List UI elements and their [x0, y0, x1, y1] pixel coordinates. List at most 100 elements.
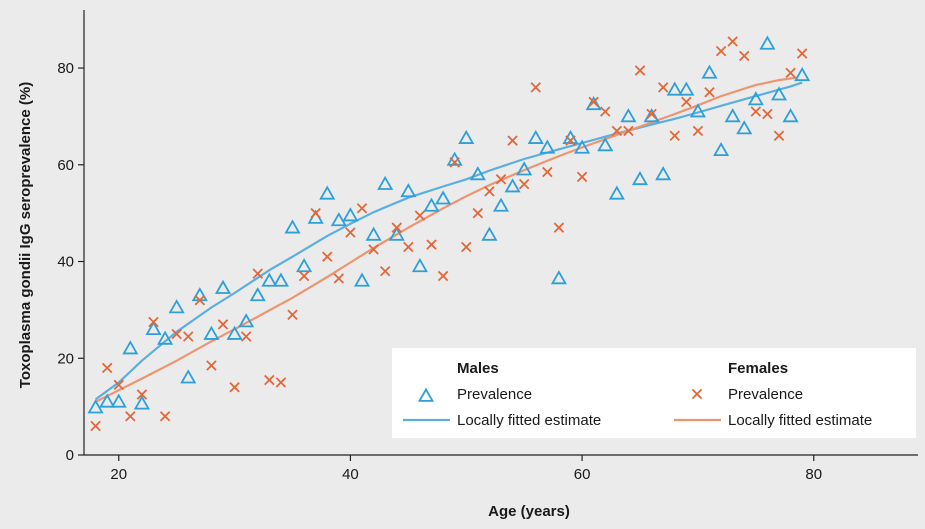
male-point [504, 178, 521, 193]
x-tick-label: 40 [342, 466, 359, 483]
female-point-stroke [785, 67, 796, 79]
female-point [727, 36, 738, 47]
female-point-stroke [194, 294, 206, 306]
male-point [214, 279, 232, 294]
male-point [782, 108, 799, 123]
female-point [773, 130, 785, 141]
female-point-stroke [310, 207, 321, 219]
female-point [588, 96, 599, 108]
female-point [715, 45, 727, 57]
male-point [539, 139, 556, 154]
female-point [287, 309, 298, 320]
female-point [704, 86, 715, 98]
female-point [391, 222, 402, 233]
female-point [90, 420, 101, 432]
female-point [461, 241, 472, 253]
female-point-stroke [796, 48, 808, 59]
male-point [794, 66, 811, 82]
female-point-stroke [101, 362, 113, 374]
female-point-stroke [704, 86, 715, 98]
male-point [631, 170, 649, 186]
male-point [678, 81, 695, 96]
legend-triangle-marker [417, 387, 435, 402]
male-point [330, 212, 347, 227]
female-point-stroke [426, 239, 437, 250]
male-point [365, 226, 382, 241]
female-point [101, 362, 113, 374]
female-point [495, 174, 507, 185]
legend-title-females: Females [728, 360, 788, 377]
female-point-stroke [518, 178, 530, 190]
female-point [148, 316, 159, 328]
female-point-stroke [113, 379, 124, 391]
female-point [426, 239, 437, 250]
female-point-stroke [727, 36, 738, 47]
male-point [655, 166, 672, 181]
legend-label-males-prevalence: Prevalence [457, 386, 532, 403]
female-point-stroke [333, 273, 345, 284]
female-point [762, 108, 773, 120]
female-point [322, 251, 333, 262]
female-point [530, 82, 541, 93]
female-point-stroke [171, 328, 182, 340]
female-point-stroke [565, 135, 576, 146]
female-point [623, 125, 634, 137]
male-point [481, 226, 498, 241]
y-tick-label: 80 [57, 60, 74, 77]
female-point-stroke [669, 130, 680, 141]
female-point [553, 222, 565, 233]
female-point [217, 319, 229, 330]
female-point [437, 270, 449, 282]
male-point [87, 399, 104, 414]
axes: 0 20 40 60 80 20 40 60 80 [57, 10, 918, 483]
female-point [113, 379, 124, 391]
male-point [689, 103, 706, 118]
female-point [310, 207, 321, 219]
male-point [492, 197, 510, 212]
female-point [576, 171, 588, 183]
female-point-stroke [414, 210, 426, 221]
female-point-stroke [553, 222, 565, 233]
female-point [785, 67, 796, 79]
male-point [759, 35, 776, 50]
male-point [226, 325, 243, 340]
male-point [411, 258, 428, 273]
female-point-stroke [542, 166, 553, 178]
male-point [168, 299, 185, 314]
male-point [249, 287, 266, 302]
female-point-stroke [472, 207, 484, 219]
female-point [472, 207, 484, 219]
female-point-stroke [356, 203, 368, 214]
female-point [136, 389, 148, 400]
male-point [99, 393, 116, 408]
female-point [194, 294, 206, 306]
male-point [284, 219, 301, 234]
female-point [739, 50, 750, 62]
female-point-stroke [322, 251, 333, 262]
x-tick-label: 20 [110, 466, 127, 483]
male-point [770, 86, 788, 101]
female-point-stroke [588, 96, 599, 108]
female-point [206, 360, 217, 371]
female-point-stroke [368, 244, 379, 255]
legend-cross [691, 388, 703, 400]
male-point [435, 190, 452, 205]
male-point [377, 175, 394, 190]
male-point [319, 185, 336, 200]
female-point-stroke [449, 157, 460, 168]
male-point [713, 141, 730, 157]
female-point-stroke [217, 319, 229, 330]
female-point-stroke [159, 411, 171, 422]
female-point [368, 244, 379, 255]
male-point [423, 197, 440, 212]
male-point [272, 272, 289, 287]
x-tick-label: 60 [574, 466, 591, 483]
female-point [611, 125, 623, 137]
female-point-stroke [762, 108, 773, 120]
legend-title-males: Males [457, 360, 499, 377]
y-tick-label: 0 [66, 447, 74, 464]
female-point [542, 166, 553, 178]
male-point [736, 120, 753, 135]
male-point [527, 129, 544, 144]
